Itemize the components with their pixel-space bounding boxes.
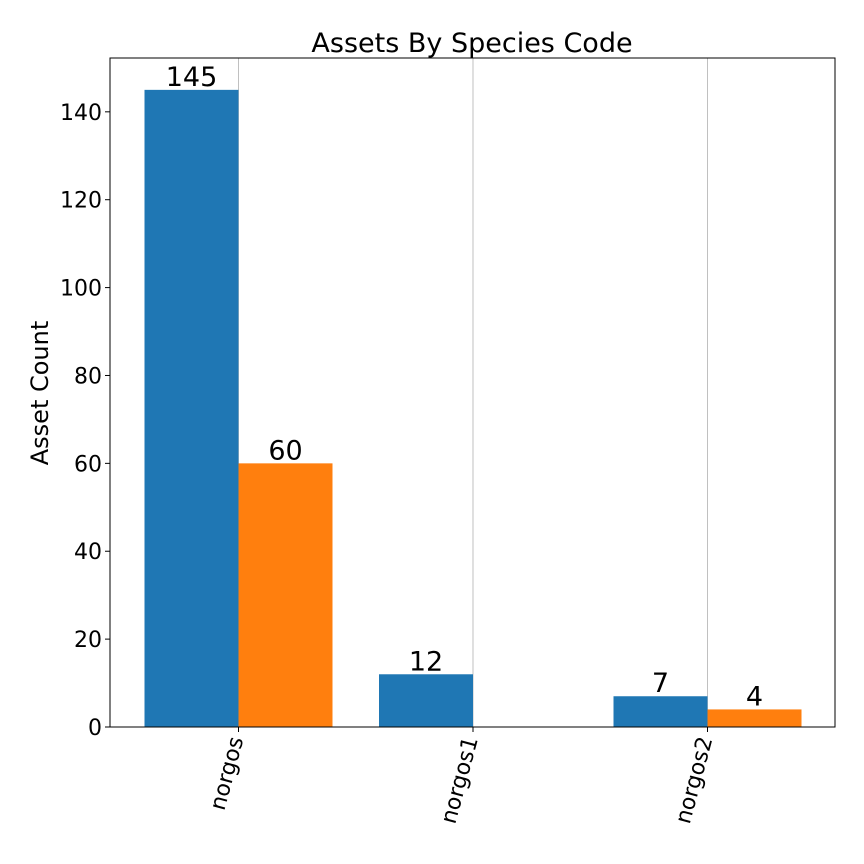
y-tick-label-20: 20 [74,628,102,653]
y-tick-label-40: 40 [74,540,102,565]
chart-title: Assets By Species Code [311,28,632,59]
x-tick-label-norgos: norgos [206,734,250,813]
y-tick-label-140: 140 [60,101,102,126]
bar-label-norgos2-series-2: 4 [746,681,763,712]
x-tick-label-norgos1: norgos1 [437,734,484,826]
bar-label-norgos-series-2: 60 [268,435,302,466]
y-tick-label-60: 60 [74,452,102,477]
bar-norgos2-series-2 [707,709,802,727]
bar-label-norgos1-series-1: 12 [409,646,443,677]
bar-label-norgos2-series-1: 7 [652,668,669,699]
bars [144,89,802,728]
y-axis-label: Asset Count [26,321,54,466]
y-tick-label-0: 0 [88,716,102,741]
bar-norgos1-series-1 [379,674,473,727]
bar-norgos-series-2 [238,463,333,727]
x-axis-ticks: norgos norgos1 norgos2 [206,727,718,826]
x-tick-label-norgos2: norgos2 [671,734,718,826]
bar-norgos-series-1 [144,89,239,728]
y-axis-ticks: 0 20 40 60 80 100 120 140 [60,101,110,741]
y-tick-label-100: 100 [60,277,102,302]
bar-label-norgos-series-1: 145 [166,62,218,93]
y-tick-label-120: 120 [60,189,102,214]
bar-norgos2-series-1 [613,696,708,727]
y-tick-label-80: 80 [74,364,102,389]
bar-value-labels: 145 12 7 60 4 [166,62,763,713]
